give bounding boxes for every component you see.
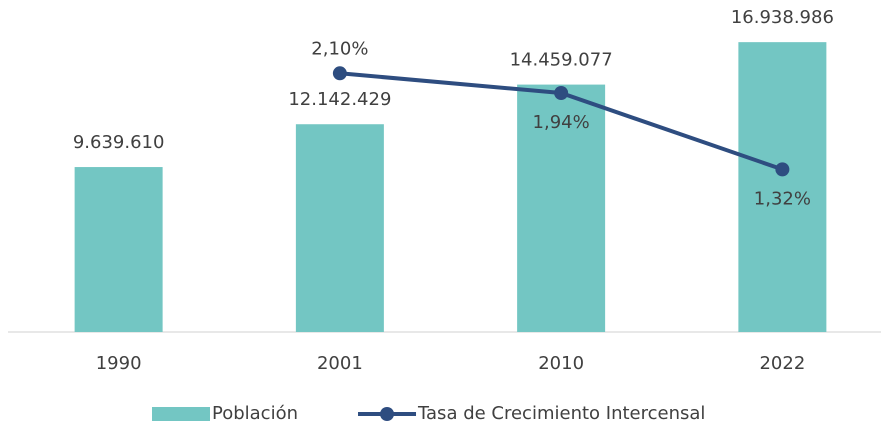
line-point [332, 66, 347, 81]
x-tick-label: 2001 [317, 353, 363, 374]
bar [74, 167, 163, 332]
legend-label: Población [212, 403, 298, 424]
bar [738, 42, 827, 333]
line-point [775, 162, 790, 177]
bar [295, 124, 384, 332]
x-tick-label: 1990 [96, 353, 142, 374]
line-value-label: 1,94% [533, 112, 590, 133]
line-point [554, 85, 569, 100]
bar-value-label: 12.142.429 [288, 89, 391, 110]
bar-value-label: 14.459.077 [510, 50, 613, 71]
bar [517, 84, 606, 332]
legend-swatch [152, 407, 210, 421]
line-value-label: 2,10% [311, 38, 368, 59]
line-value-label: 1,32% [754, 188, 811, 209]
bar-value-label: 9.639.610 [73, 132, 165, 153]
x-tick-label: 2010 [538, 353, 584, 374]
x-tick-label: 2022 [759, 353, 805, 374]
legend-swatch [380, 407, 395, 421]
bar-value-label: 16.938.986 [731, 7, 834, 28]
legend-label: Tasa de Crecimiento Intercensal [417, 403, 705, 424]
